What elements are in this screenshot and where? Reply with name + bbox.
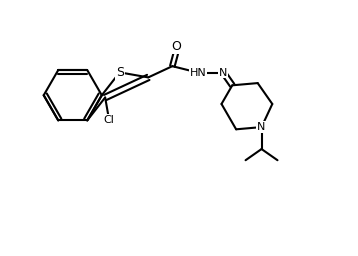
Text: N: N xyxy=(219,68,228,78)
Text: O: O xyxy=(171,40,182,53)
Text: S: S xyxy=(116,66,124,79)
Text: HN: HN xyxy=(189,68,206,78)
Text: Cl: Cl xyxy=(104,115,115,125)
Text: N: N xyxy=(257,122,266,132)
